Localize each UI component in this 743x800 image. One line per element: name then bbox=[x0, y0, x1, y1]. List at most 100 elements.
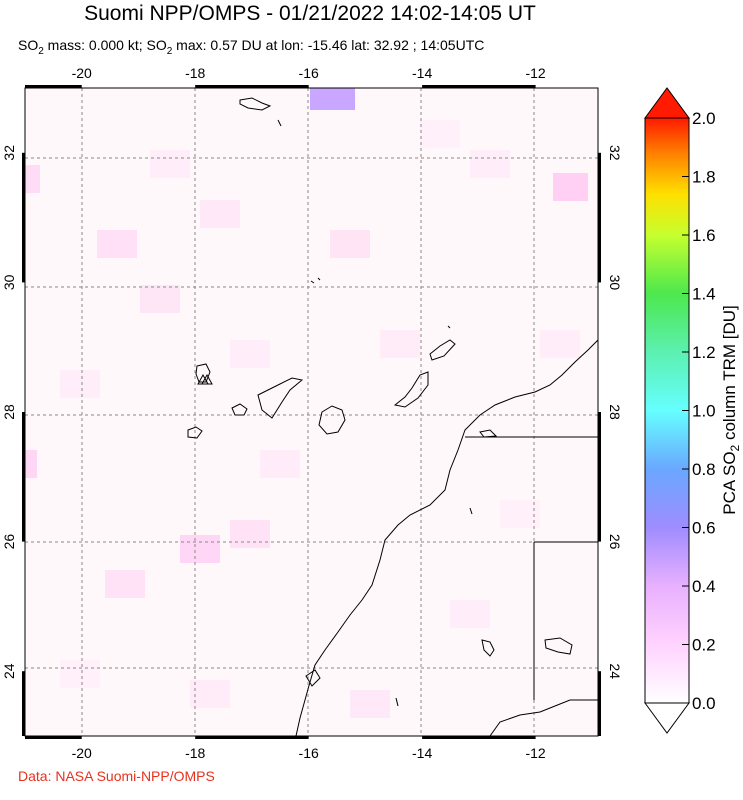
lon-tick-label-top: -20 bbox=[72, 65, 92, 81]
frame-tick-block bbox=[598, 152, 601, 283]
lon-tick-label-bottom: -18 bbox=[185, 745, 205, 761]
frame-tick-block bbox=[25, 736, 82, 739]
volcano-markers bbox=[197, 373, 213, 385]
colorbar-tick-label: 0.0 bbox=[692, 694, 716, 713]
la-gomera-island bbox=[231, 403, 248, 416]
so2-pixel bbox=[553, 173, 588, 201]
frame-ticks bbox=[22, 85, 601, 739]
coastal-feature bbox=[469, 507, 473, 515]
so2-pixel bbox=[230, 520, 270, 548]
so2-pixel bbox=[260, 450, 300, 478]
lon-tick-label-top: -12 bbox=[525, 65, 545, 81]
colorbar-tick-label: 1.8 bbox=[692, 168, 716, 187]
coastal-feature bbox=[395, 697, 399, 707]
so2-pixel bbox=[140, 285, 180, 313]
colorbar-label: PCA SO2 column TRM [DU] bbox=[720, 305, 742, 515]
so2-pixel bbox=[105, 570, 145, 598]
frame-tick-block bbox=[598, 671, 601, 736]
frame-tick-block bbox=[422, 85, 536, 88]
so2-pixel bbox=[60, 660, 100, 688]
so2-pixel bbox=[540, 330, 580, 358]
selvagens-islands bbox=[310, 277, 321, 284]
lanzarote-island bbox=[429, 339, 456, 361]
lon-tick-label-top: -16 bbox=[299, 65, 319, 81]
lat-tick-label-right: 30 bbox=[607, 275, 623, 291]
colorbar-tick-label: 1.6 bbox=[692, 226, 716, 245]
colorbar-tick-label: 1.2 bbox=[692, 343, 716, 362]
coastal-feature bbox=[481, 639, 495, 657]
so2-pixel bbox=[470, 150, 510, 178]
lon-tick-label-bottom: -20 bbox=[72, 745, 92, 761]
gran-canaria-island bbox=[318, 405, 346, 435]
so2-pixel bbox=[97, 230, 137, 258]
colorbar-tick-label: 1.4 bbox=[692, 285, 716, 304]
so2-pixel bbox=[230, 340, 270, 368]
colorbar-tick-label: 0.8 bbox=[692, 460, 716, 479]
graticule bbox=[25, 88, 598, 736]
colorbar-tick-label: 0.4 bbox=[692, 577, 716, 596]
so2-pixel bbox=[25, 450, 37, 478]
cape-verde-island bbox=[544, 637, 573, 655]
frame-tick-block bbox=[25, 85, 82, 88]
axis-labels: -20 -20 -18 -18 -16 -16 -14 -14 -12 -12 24 24 26 26 28… bbox=[1, 65, 623, 761]
frame-tick-block bbox=[22, 412, 25, 542]
tenerife-island bbox=[257, 377, 304, 419]
colorbar-tick-label: 1.0 bbox=[692, 402, 716, 421]
coastal-feature bbox=[305, 669, 321, 687]
coastline-south bbox=[489, 699, 598, 736]
el-hierro-island bbox=[187, 426, 203, 439]
border-mauritania bbox=[533, 541, 598, 700]
lon-tick-label-top: -14 bbox=[412, 65, 432, 81]
so2-pixel bbox=[500, 500, 540, 528]
lon-tick-label-top: -18 bbox=[185, 65, 205, 81]
map-background bbox=[25, 88, 598, 736]
data-credit: Data: NASA Suomi-NPP/OMPS bbox=[18, 768, 215, 784]
lat-tick-label-right: 26 bbox=[607, 534, 623, 550]
so2-pixel bbox=[25, 165, 40, 193]
colorbar-tick-label: 0.2 bbox=[692, 636, 716, 655]
colorbar-ticks: 0.0 0.2 0.4 0.6 0.8 1.0 1.2 1.4 1.6 1.8 2.0 bbox=[682, 109, 716, 713]
so2-pixel bbox=[420, 120, 460, 148]
la-palma-island bbox=[195, 363, 211, 383]
so2-pixel bbox=[200, 200, 240, 228]
volcano-marker-icon bbox=[201, 373, 213, 385]
so2-pixel bbox=[60, 370, 100, 398]
coastal-feature bbox=[479, 429, 498, 438]
so2-pixel bbox=[190, 680, 230, 708]
madeira-island bbox=[239, 97, 272, 111]
lon-tick-label-bottom: -16 bbox=[299, 745, 319, 761]
so2-pixel bbox=[330, 230, 370, 258]
lat-tick-label-left: 32 bbox=[1, 145, 17, 161]
lat-tick-label-right: 32 bbox=[607, 145, 623, 161]
lat-tick-label-left: 26 bbox=[1, 534, 17, 550]
so2-max-pixel bbox=[310, 88, 355, 110]
frame-tick-block bbox=[195, 736, 309, 739]
fuerteventura-island bbox=[393, 371, 429, 408]
map-subtitle: SO2 mass: 0.000 kt; SO2 max: 0.57 DU at … bbox=[18, 37, 485, 57]
lat-tick-label-left: 24 bbox=[1, 663, 17, 679]
colorbar-max-arrow-icon bbox=[644, 87, 690, 119]
alegranza-island bbox=[447, 325, 451, 329]
coastlines bbox=[187, 97, 598, 736]
colorbar-min-arrow-icon bbox=[644, 702, 690, 734]
africa-coastline bbox=[295, 339, 598, 736]
map-title: Suomi NPP/OMPS - 01/21/2022 14:02-14:05 … bbox=[84, 2, 536, 25]
frame-tick-block bbox=[22, 671, 25, 736]
so2-pixel bbox=[150, 150, 190, 178]
frame-tick-block bbox=[195, 85, 309, 88]
colorbar-tick-label: 2.0 bbox=[692, 109, 716, 128]
frame-tick-block bbox=[422, 736, 536, 739]
colorbar-tick-label: 0.6 bbox=[692, 519, 716, 538]
so2-pixel bbox=[380, 330, 420, 358]
lat-tick-label-left: 28 bbox=[1, 404, 17, 420]
porto-santo-island bbox=[277, 119, 282, 127]
lon-tick-label-bottom: -12 bbox=[525, 745, 545, 761]
so2-pixel bbox=[450, 600, 490, 628]
lat-tick-label-right: 24 bbox=[607, 663, 623, 679]
colorbar: 0.0 0.2 0.4 0.6 0.8 1.0 1.2 1.4 1.6 1.8 2.0 PCA SO… bbox=[644, 87, 742, 734]
lat-tick-label-right: 28 bbox=[607, 404, 623, 420]
frame-tick-block bbox=[598, 412, 601, 542]
frame-tick-block bbox=[22, 152, 25, 283]
so2-pixel bbox=[350, 690, 390, 718]
